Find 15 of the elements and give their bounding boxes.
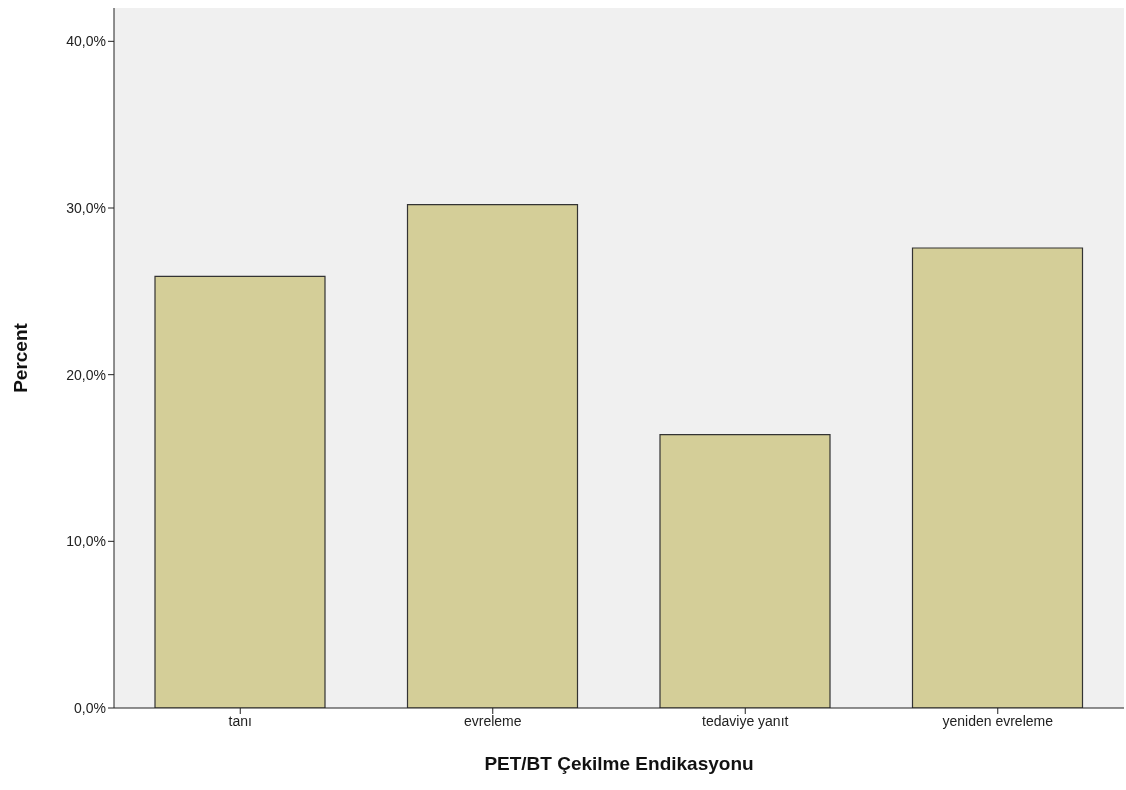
x-tick-label: tedaviye yanıt <box>702 712 789 729</box>
y-tick-label: 20,0% <box>66 366 106 383</box>
y-tick-label: 40,0% <box>66 33 106 50</box>
x-tick-label: tanı <box>228 712 252 729</box>
y-tick-label: 30,0% <box>66 199 106 216</box>
bar <box>406 204 579 708</box>
bar <box>659 434 831 708</box>
y-tick-label: 10,0% <box>66 533 106 550</box>
x-tick-label: evreleme <box>463 712 522 729</box>
x-axis-title: PET/BT Çekilme Endikasyonu <box>484 753 754 774</box>
y-axis-title: Percent <box>9 322 31 393</box>
bar <box>154 275 326 708</box>
y-tick-label: 0,0% <box>74 699 106 716</box>
bar <box>911 247 1084 708</box>
x-tick-label: yeniden evreleme <box>942 712 1054 729</box>
